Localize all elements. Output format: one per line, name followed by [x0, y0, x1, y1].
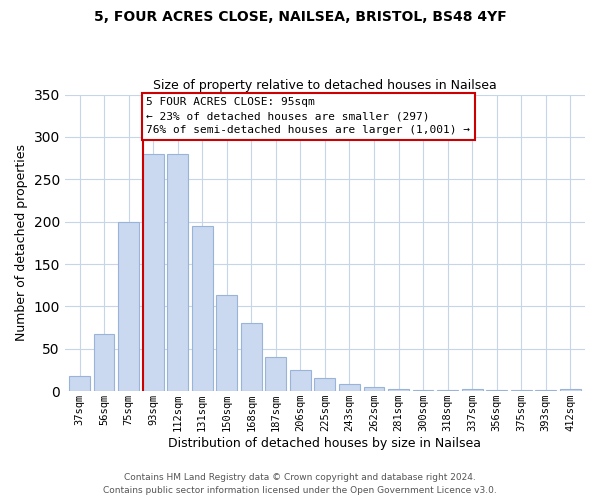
- Bar: [413, 390, 433, 391]
- Bar: [265, 358, 286, 391]
- Bar: [69, 376, 90, 391]
- Bar: [167, 154, 188, 391]
- Bar: [560, 390, 581, 391]
- Bar: [461, 390, 482, 391]
- Bar: [437, 390, 458, 391]
- Bar: [388, 390, 409, 391]
- Text: 5 FOUR ACRES CLOSE: 95sqm
← 23% of detached houses are smaller (297)
76% of semi: 5 FOUR ACRES CLOSE: 95sqm ← 23% of detac…: [146, 97, 470, 135]
- Bar: [511, 390, 532, 391]
- Text: 5, FOUR ACRES CLOSE, NAILSEA, BRISTOL, BS48 4YF: 5, FOUR ACRES CLOSE, NAILSEA, BRISTOL, B…: [94, 10, 506, 24]
- Bar: [339, 384, 360, 391]
- X-axis label: Distribution of detached houses by size in Nailsea: Distribution of detached houses by size …: [169, 437, 481, 450]
- Bar: [192, 226, 212, 391]
- Bar: [314, 378, 335, 391]
- Bar: [217, 294, 237, 391]
- Text: Contains HM Land Registry data © Crown copyright and database right 2024.
Contai: Contains HM Land Registry data © Crown c…: [103, 474, 497, 495]
- Bar: [143, 154, 164, 391]
- Y-axis label: Number of detached properties: Number of detached properties: [15, 144, 28, 342]
- Title: Size of property relative to detached houses in Nailsea: Size of property relative to detached ho…: [153, 79, 497, 92]
- Bar: [290, 370, 311, 391]
- Bar: [486, 390, 507, 391]
- Bar: [364, 387, 385, 391]
- Bar: [118, 222, 139, 391]
- Bar: [535, 390, 556, 391]
- Bar: [94, 334, 115, 391]
- Bar: [241, 324, 262, 391]
